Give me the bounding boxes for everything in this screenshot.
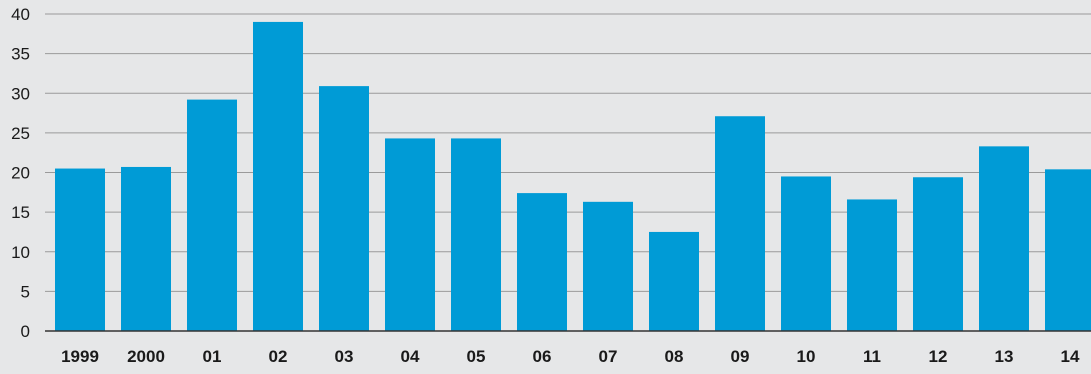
bar-04 — [385, 138, 435, 331]
bar-07 — [583, 201, 633, 331]
x-tick-label: 06 — [533, 347, 552, 366]
x-tick-label: 02 — [269, 347, 288, 366]
bar-06 — [517, 193, 567, 331]
y-tick-label: 20 — [11, 164, 30, 183]
bar-02 — [253, 21, 303, 332]
x-tick-label: 12 — [929, 347, 948, 366]
bar-14 — [1045, 169, 1091, 331]
bar-11 — [847, 199, 897, 331]
bar-03 — [319, 86, 369, 332]
x-tick-label: 2000 — [127, 347, 165, 366]
bar-05 — [451, 138, 501, 331]
bar-12 — [913, 177, 963, 331]
x-tick-label: 14 — [1061, 347, 1080, 366]
x-tick-label: 07 — [599, 347, 618, 366]
x-tick-label: 13 — [995, 347, 1014, 366]
y-tick-label: 25 — [11, 124, 30, 143]
y-axis-ticks: 0 5 10 15 20 25 30 35 40 — [11, 5, 30, 341]
x-tick-label: 01 — [203, 347, 222, 366]
x-tick-label: 04 — [401, 347, 420, 366]
y-tick-label: 0 — [21, 322, 30, 341]
x-tick-label: 1999 — [61, 347, 99, 366]
bar-01 — [187, 99, 237, 331]
y-tick-label: 5 — [21, 282, 30, 301]
bar-13 — [979, 146, 1029, 331]
x-tick-label: 08 — [665, 347, 684, 366]
x-tick-label: 11 — [863, 347, 881, 366]
bar-layer — [55, 21, 1091, 332]
x-tick-label: 10 — [797, 347, 816, 366]
y-tick-label: 35 — [11, 45, 30, 64]
y-tick-label: 30 — [11, 84, 30, 103]
y-tick-label: 10 — [11, 243, 30, 262]
y-tick-label: 40 — [11, 5, 30, 24]
bar-1999 — [55, 168, 105, 331]
y-tick-label: 15 — [11, 203, 30, 222]
x-tick-label: 05 — [467, 347, 486, 366]
bar-10 — [781, 176, 831, 331]
bar-2000 — [121, 166, 171, 331]
bar-09 — [715, 116, 765, 331]
bar-08 — [649, 231, 699, 331]
x-tick-label: 03 — [335, 347, 354, 366]
x-axis-labels: 1999 2000 01 02 03 04 05 06 07 08 09 10 11 12 13 14 — [61, 347, 1080, 366]
x-tick-label: 09 — [731, 347, 750, 366]
